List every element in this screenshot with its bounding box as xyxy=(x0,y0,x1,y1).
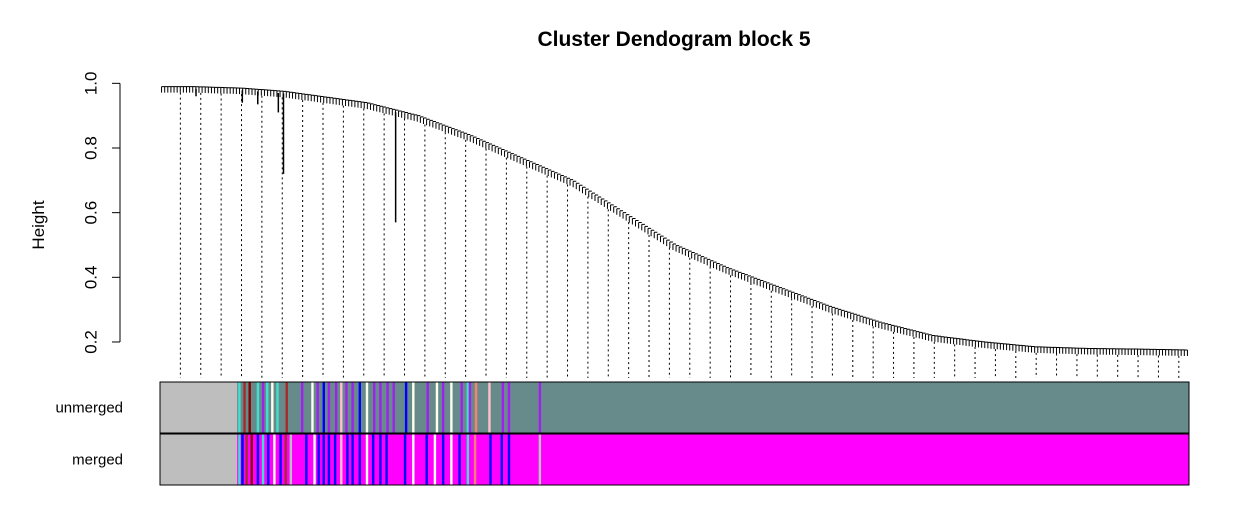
merged-row-grey xyxy=(160,434,238,485)
merged-color-stripe xyxy=(245,434,248,485)
unmerged-color-stripe xyxy=(468,382,472,433)
unmerged-color-stripe xyxy=(460,382,463,433)
y-tick-label: 0.4 xyxy=(81,265,100,289)
merged-color-stripe xyxy=(256,434,260,485)
unmerged-color-stripe xyxy=(488,382,491,433)
unmerged-row-label: unmerged xyxy=(55,400,123,417)
unmerged-color-stripe xyxy=(412,382,415,433)
unmerged-color-stripe xyxy=(538,382,542,433)
y-tick-label: 0.6 xyxy=(81,201,100,225)
unmerged-row-grey xyxy=(160,382,238,433)
unmerged-color-stripe xyxy=(243,382,246,433)
unmerged-color-stripe xyxy=(248,382,251,433)
unmerged-color-stripe xyxy=(340,382,343,433)
merged-color-stripe xyxy=(289,434,293,485)
unmerged-color-stripe xyxy=(256,382,260,433)
merged-color-stripe xyxy=(412,434,415,485)
merged-color-stripe xyxy=(284,434,287,485)
unmerged-color-stripe xyxy=(404,382,408,433)
merged-color-stripe xyxy=(379,434,382,485)
merged-color-stripe xyxy=(273,434,276,485)
merged-row-label: merged xyxy=(72,452,123,469)
unmerged-color-stripe xyxy=(466,382,470,433)
unmerged-color-stripe xyxy=(345,382,348,433)
merged-color-stripe xyxy=(500,434,503,485)
merged-color-stripe xyxy=(473,434,477,485)
merged-color-stripe xyxy=(425,434,428,485)
merged-color-stripe xyxy=(507,434,511,485)
unmerged-color-stripe xyxy=(322,382,325,433)
merged-color-stripe xyxy=(327,434,331,485)
unmerged-color-stripe xyxy=(300,382,304,433)
unmerged-color-stripe xyxy=(507,382,511,433)
unmerged-color-stripe xyxy=(474,382,478,433)
merged-color-stripe xyxy=(322,434,325,485)
merged-color-stripe xyxy=(385,434,388,485)
merged-color-stripe xyxy=(279,434,282,485)
merged-color-stripe xyxy=(241,434,244,485)
unmerged-color-stripe xyxy=(379,382,382,433)
y-tick-label: 0.8 xyxy=(81,136,100,160)
unmerged-color-stripe xyxy=(358,382,361,433)
merged-color-stripe xyxy=(333,434,337,485)
unmerged-color-stripe xyxy=(426,382,429,433)
unmerged-color-stripe xyxy=(311,382,314,433)
unmerged-color-stripe xyxy=(392,382,395,433)
y-tick-label: 0.2 xyxy=(81,330,100,354)
merged-color-stripe xyxy=(371,434,375,485)
unmerged-color-stripe xyxy=(373,382,376,433)
merged-color-stripe xyxy=(365,434,369,485)
merged-color-stripe xyxy=(538,434,542,485)
unmerged-row-base xyxy=(160,382,1189,433)
unmerged-color-stripe xyxy=(334,382,338,433)
y-tick-label: 1.0 xyxy=(81,72,100,96)
merged-row-base xyxy=(160,434,1189,485)
merged-color-stripe xyxy=(340,434,343,485)
unmerged-color-stripe xyxy=(316,382,319,433)
unmerged-color-stripe xyxy=(271,382,274,433)
unmerged-color-stripe xyxy=(238,382,241,433)
merged-color-stripe xyxy=(267,434,270,485)
merged-color-stripe xyxy=(351,434,354,485)
chart-title: Cluster Dendogram block 5 xyxy=(537,28,810,51)
unmerged-color-stripe xyxy=(386,382,389,433)
unmerged-color-stripe xyxy=(441,382,445,433)
unmerged-color-stripe xyxy=(501,382,505,433)
dendrogram-tree xyxy=(161,86,1188,378)
merged-color-stripe xyxy=(433,434,437,485)
unmerged-color-stripe xyxy=(327,382,331,433)
merged-row-border xyxy=(159,433,1190,486)
merged-color-stripe xyxy=(261,434,265,485)
merged-color-stripe xyxy=(441,434,445,485)
merged-color-stripe xyxy=(305,434,308,485)
merged-color-stripe xyxy=(238,434,241,485)
unmerged-color-stripe xyxy=(435,382,439,433)
unmerged-color-stripe xyxy=(365,382,369,433)
unmerged-color-stripe xyxy=(351,382,354,433)
y-axis-label: Height xyxy=(29,200,48,249)
y-axis: 0.2 0.4 0.6 0.8 1.0 xyxy=(81,72,121,354)
merged-color-stripe xyxy=(403,434,407,485)
unmerged-color-stripe xyxy=(276,382,279,433)
merged-color-stripe xyxy=(313,434,316,485)
dendrogram-branches xyxy=(161,86,1188,357)
unmerged-color-stripe xyxy=(450,382,453,433)
unmerged-color-stripe xyxy=(285,382,288,433)
module-color-rows: unmerged merged xyxy=(55,381,1190,486)
merged-color-stripe xyxy=(450,434,453,485)
unmerged-row-border xyxy=(159,381,1190,434)
merged-color-stripe xyxy=(358,434,361,485)
merged-color-stripe xyxy=(346,434,349,485)
unmerged-color-stripe xyxy=(265,382,269,433)
unmerged-color-stripe xyxy=(261,382,265,433)
merged-color-stripe xyxy=(489,434,492,485)
merged-color-stripe xyxy=(466,434,470,485)
merged-color-stripe xyxy=(458,434,461,485)
merged-color-stripe xyxy=(250,434,253,485)
merged-color-stripe xyxy=(317,434,320,485)
